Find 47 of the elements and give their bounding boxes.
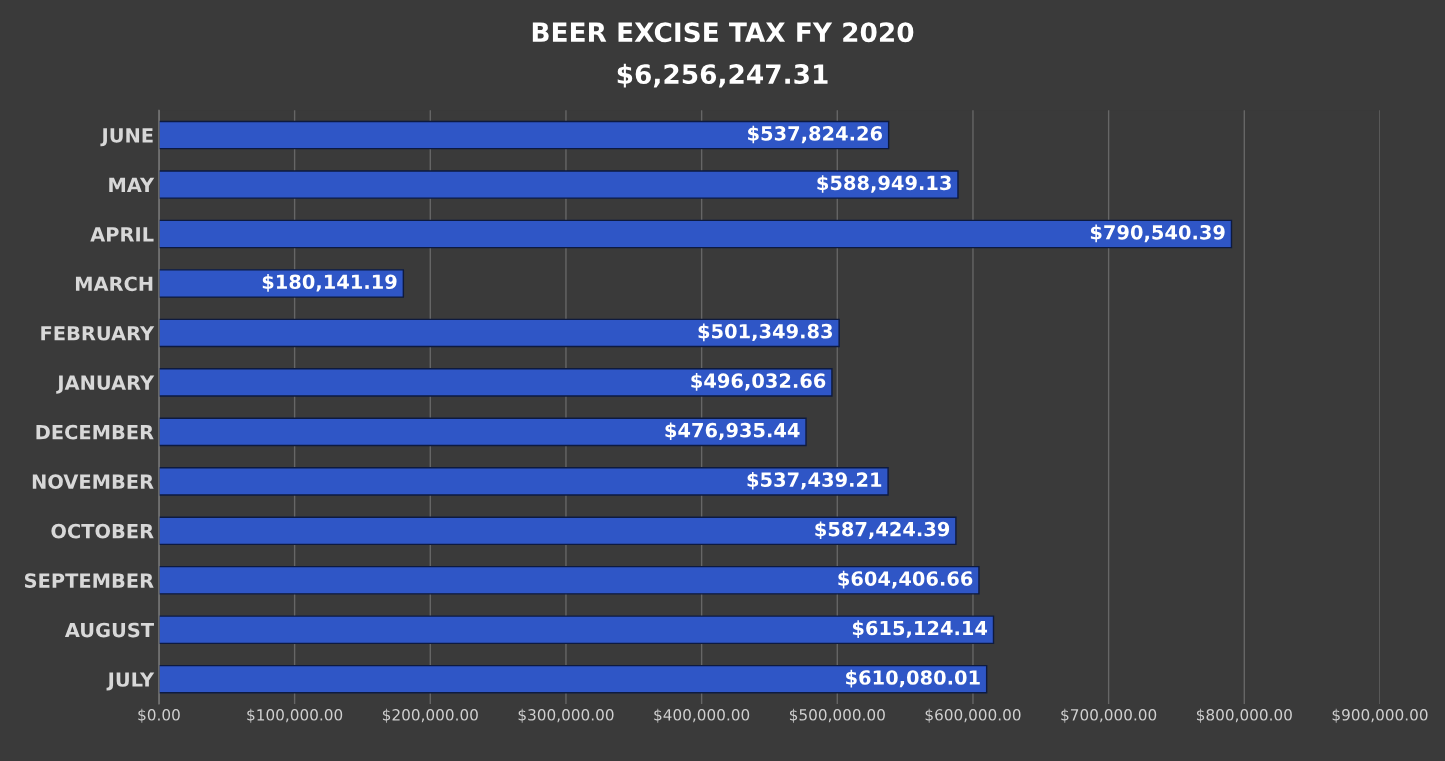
x-tick-label: $800,000.00 xyxy=(1196,708,1292,723)
data-label: $790,540.39 xyxy=(1090,224,1225,243)
data-label: $587,424.39 xyxy=(815,521,950,540)
bar xyxy=(158,516,957,546)
y-tick-label: JUNE xyxy=(100,128,153,147)
bar xyxy=(158,565,980,595)
y-tick-label: JULY xyxy=(106,672,155,691)
data-label: $537,439.21 xyxy=(747,471,882,490)
y-tick-label: FEBRUARY xyxy=(41,326,155,341)
y-tick-label: AUGUST xyxy=(64,622,154,638)
bar xyxy=(158,219,1233,249)
y-tick-label: MAY xyxy=(109,177,155,192)
x-tick-label: $500,000.00 xyxy=(789,708,885,723)
y-tick-label: JANUARY xyxy=(56,375,155,394)
bar xyxy=(158,120,890,150)
data-label: $588,949.13 xyxy=(817,175,951,193)
x-tick-label: $600,000.00 xyxy=(925,708,1021,723)
bar xyxy=(158,318,840,348)
data-label: $476,935.44 xyxy=(665,422,800,441)
bar xyxy=(158,615,995,645)
x-tick-label: $700,000.00 xyxy=(1061,708,1157,723)
y-tick-label: NOVEMBER xyxy=(32,474,154,489)
data-label: $610,080.01 xyxy=(846,669,980,688)
y-tick-label: SEPTEMBER xyxy=(24,573,154,588)
bar xyxy=(158,368,833,397)
x-tick-label: $100,000.00 xyxy=(247,708,343,723)
bar xyxy=(158,170,959,199)
x-tick-label: $0.00 xyxy=(138,708,180,723)
data-label: $537,824.26 xyxy=(748,125,883,144)
data-label: $501,349.83 xyxy=(698,323,833,342)
y-tick-label: OCTOBER xyxy=(51,523,154,539)
x-tick-label: $900,000.00 xyxy=(1332,708,1428,723)
x-tick-label: $200,000.00 xyxy=(382,708,478,723)
data-label: $496,032.66 xyxy=(691,372,826,391)
x-tick-label: $400,000.00 xyxy=(654,708,750,723)
bar xyxy=(158,417,807,447)
data-label: $604,406.66 xyxy=(838,570,973,589)
bar xyxy=(158,467,889,496)
data-label: $180,141.19 xyxy=(262,274,397,292)
y-tick-label: DECEMBER xyxy=(36,424,154,440)
y-tick-label: APRIL xyxy=(90,227,154,242)
chart-title: BEER EXCISE TAX FY 2020 xyxy=(532,22,914,43)
data-label: $615,124.14 xyxy=(852,620,988,638)
x-tick-label: $300,000.00 xyxy=(518,708,614,723)
chart-subtitle: $6,256,247.31 xyxy=(617,63,828,88)
y-tick-label: MARCH xyxy=(75,276,153,292)
bar xyxy=(158,664,988,694)
